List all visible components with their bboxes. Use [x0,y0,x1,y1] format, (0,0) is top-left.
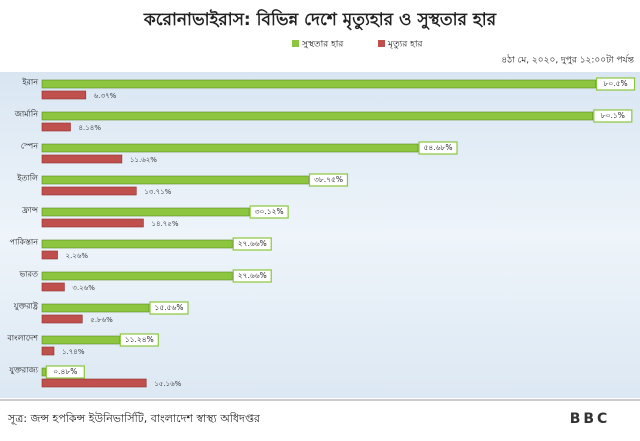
y-tick-label: যুক্তরাজ্য [8,366,38,375]
value-label-box [232,269,272,283]
value-label-box [308,173,349,187]
plot-background [0,72,640,398]
source: সূত্র: জন্স হপকিন্স ইউনিভার্সিটি, বাংলাদ… [7,412,261,425]
value-label-box [595,77,636,91]
y-tick-label: ফ্রান্স [21,206,39,215]
y-tick-label: ইরান [21,78,38,87]
value-label: ২৭.৬৬% [238,271,267,280]
bar [41,303,150,313]
value-label: ১৫.৫৬% [154,303,183,312]
value-label-box [232,237,272,251]
bar [41,79,596,89]
subtitle: ৪ঠা মে, ২০২০, দুপুর ১২:০০টা পর্যন্ত [501,54,634,66]
bar [41,346,55,356]
value-label: ১৩.৭১% [144,188,171,196]
value-label: ১৪.৭৫% [151,220,178,228]
bar [41,90,87,100]
value-label: ৩০.১২% [255,207,284,216]
value-label: ৫.৮৬% [90,316,113,324]
y-tick-label: যুক্তরাষ্ট্র [13,302,39,311]
bar [41,154,123,164]
bar [41,335,120,345]
bar [41,239,233,249]
bar [41,122,71,132]
value-label-box [593,109,633,123]
y-tick-label: বাংলাদেশ [6,334,38,343]
bar [41,250,58,260]
bar [41,207,250,217]
value-label: ১১.৬২% [130,156,157,164]
value-label-box [418,141,458,155]
value-label: ১১.২৪% [125,335,154,344]
value-label: ৩৮.৭৫% [314,175,343,184]
value-label: ২৭.৬৬% [238,239,267,248]
legend-swatch [292,40,299,47]
value-label: ১৫.১৬% [154,380,181,388]
y-tick-label: জার্মানি [14,110,39,119]
bar [41,218,144,228]
bar [41,143,419,153]
bar [41,111,594,121]
legend-label: মৃত্যুর হার [387,40,424,50]
value-label: ২.২৬% [66,252,89,260]
value-label: ১.৭৪% [62,348,85,356]
bar [41,282,65,292]
bar [41,271,233,281]
legend-swatch [378,40,385,47]
value-label: ৫৪.৬৮% [424,143,453,152]
bar [41,378,147,388]
legend-label: সুস্থতার হার [301,40,344,50]
value-label: ৩.২৬% [72,284,95,292]
bar [41,367,46,377]
value-label-box [45,365,85,379]
value-label: ৮০.৫% [603,79,627,88]
bar [41,314,83,324]
y-tick-label: স্পেন [21,142,38,151]
y-tick-label: পাকিস্তান [10,238,39,247]
value-label-box [149,301,189,315]
value-label: ৮০.১% [601,111,625,120]
value-label: ৪.১৪% [78,124,101,132]
value-label-box [249,205,289,219]
chart-title: করোনাভাইরাস: বিভিন্ন দেশে মৃত্যুহার ও সু… [143,8,497,31]
bar [41,186,137,196]
value-label: ০.৪৮% [53,367,77,376]
logo: BBC [570,411,611,427]
bar [41,175,309,185]
value-label: ৬.৩৭% [94,92,117,100]
y-tick-label: ভারত [18,270,39,279]
y-tick-label: ইতালি [16,174,39,183]
value-label-box [119,333,159,347]
